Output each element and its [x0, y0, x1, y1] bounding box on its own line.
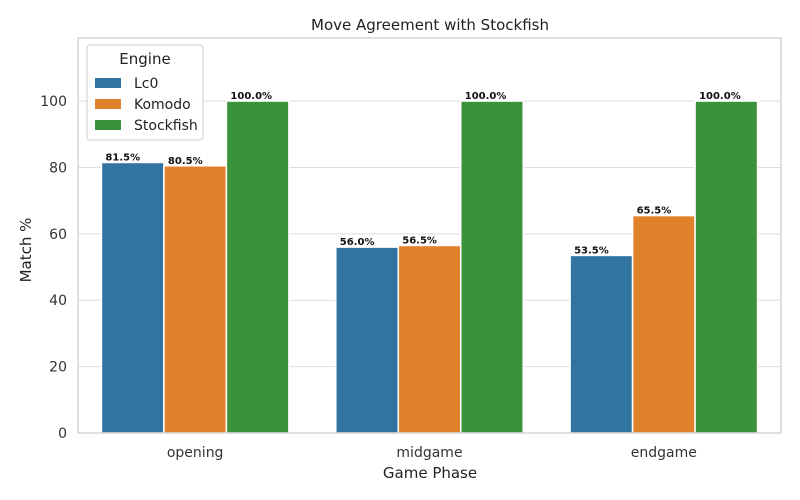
chart-title: Move Agreement with Stockfish: [311, 16, 549, 34]
bar-komodo-midgame: [397, 244, 462, 434]
legend-box: [86, 44, 204, 141]
bar-lc0-midgame: [335, 246, 400, 434]
bar-lc0-opening: [100, 161, 165, 434]
data-labels-layer: 81.5% 80.5% 100.0% 56.0% 56.5% 100.0% 53.5% 65.…: [105, 91, 740, 256]
data-label: 100.0%: [699, 91, 741, 102]
bar-stockfish-endgame: [694, 100, 759, 434]
bar-komodo-opening: [163, 165, 228, 434]
legend-label-lc0: Lc0: [134, 76, 158, 92]
data-label: 56.0%: [340, 237, 375, 248]
data-label: 100.0%: [230, 91, 272, 102]
y-tick-label: 100: [40, 94, 67, 110]
bar-komodo-endgame: [631, 214, 696, 434]
plot-frame: [77, 37, 782, 434]
y-tick-label: 40: [49, 293, 67, 309]
y-tick-labels: 0 20 40 60 80 100: [40, 94, 67, 442]
bar-stockfish-opening: [225, 100, 290, 434]
data-label: 81.5%: [105, 152, 140, 163]
x-tick-labels: opening midgame endgame: [167, 445, 697, 461]
data-label: 100.0%: [465, 91, 507, 102]
data-label: 65.5%: [637, 206, 672, 217]
bar-stockfish-midgame: [459, 100, 524, 434]
legend-swatch-lc0: [95, 78, 121, 88]
legend-title: Engine: [119, 50, 170, 68]
data-label: 56.5%: [402, 235, 437, 246]
y-tick-label: 20: [49, 360, 67, 376]
x-tick-label: opening: [167, 445, 224, 461]
x-axis-label: Game Phase: [383, 464, 477, 482]
x-tick-label: endgame: [631, 445, 697, 461]
data-label: 53.5%: [574, 245, 609, 256]
y-tick-label: 60: [49, 227, 67, 243]
legend: Engine Lc0 Komodo Stockfish: [86, 44, 204, 141]
y-tick-label: 0: [58, 426, 67, 442]
y-axis-label: Match %: [17, 218, 35, 283]
x-tick-label: midgame: [396, 445, 462, 461]
legend-swatch-stockfish: [95, 120, 121, 130]
legend-label-stockfish: Stockfish: [134, 118, 198, 134]
y-tick-label: 80: [49, 160, 67, 176]
legend-items: Lc0 Komodo Stockfish: [95, 76, 198, 134]
bars-layer: [100, 100, 759, 434]
data-label: 80.5%: [168, 156, 203, 167]
legend-swatch-komodo: [95, 99, 121, 109]
legend-label-komodo: Komodo: [134, 97, 191, 113]
bar-lc0-endgame: [569, 254, 634, 434]
